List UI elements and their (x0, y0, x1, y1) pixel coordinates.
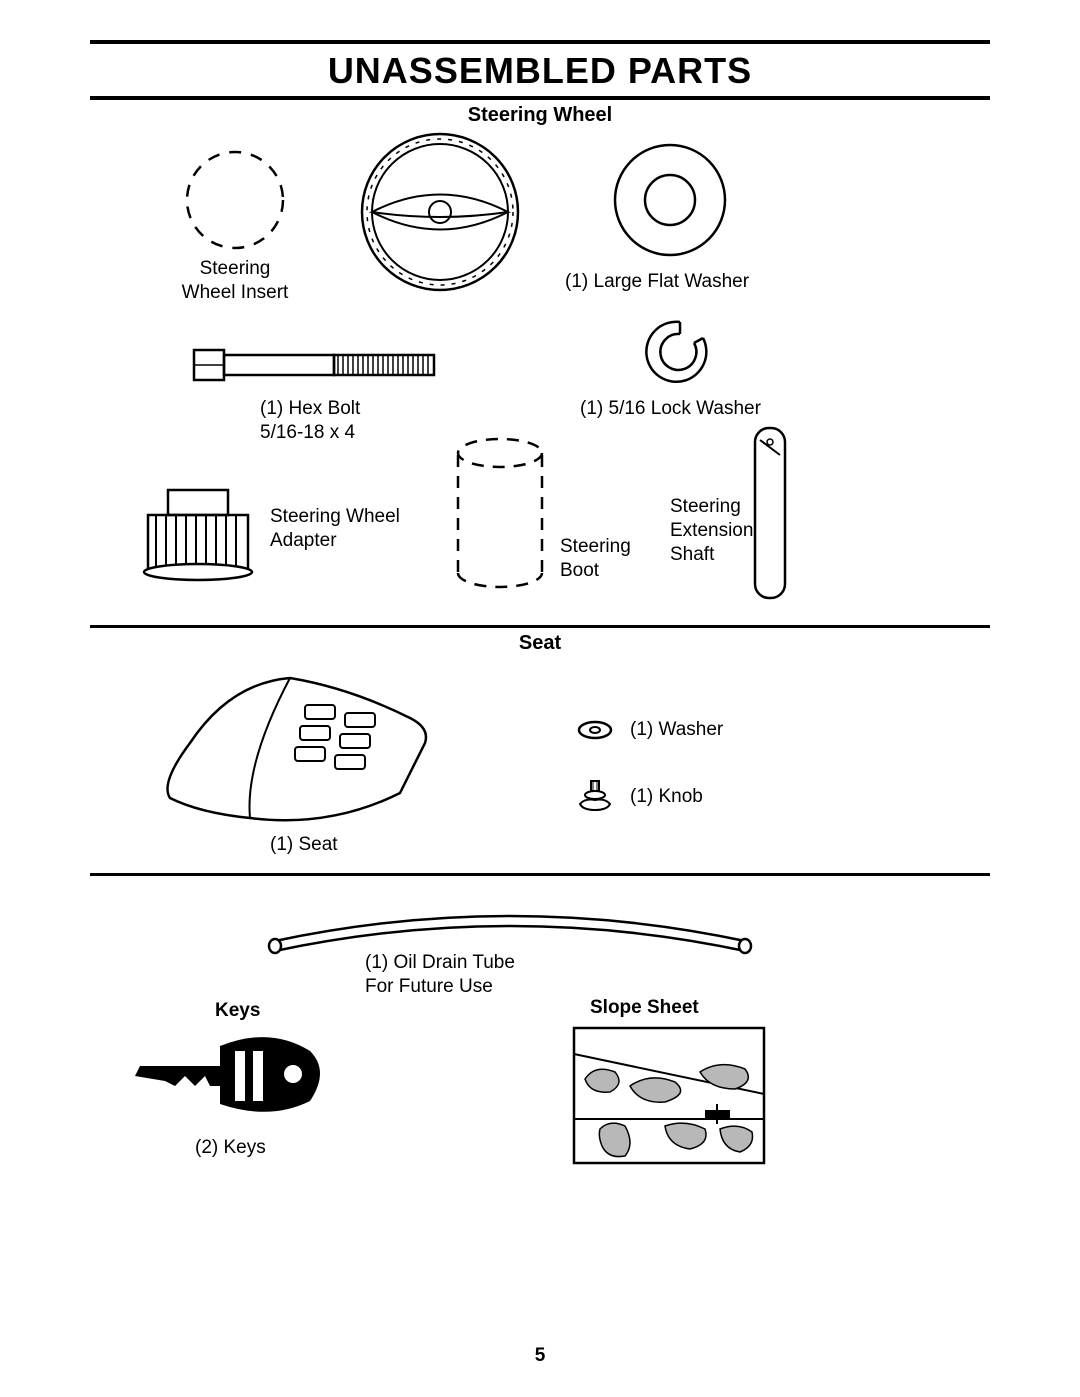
knob-icon (575, 778, 615, 818)
hex-bolt-label-1: (1) Hex Bolt (260, 397, 360, 421)
oil-tube-area: (1) Oil Drain Tube For Future Use (90, 876, 990, 996)
adapter-icon (138, 480, 258, 590)
page-number: 5 (0, 1345, 1080, 1367)
key-icon (125, 1026, 335, 1126)
page-container: UNASSEMBLED PARTS Steering Wheel Steerin… (0, 0, 1080, 1216)
knob-label: (1) Knob (630, 785, 703, 809)
small-washer-icon (575, 718, 615, 742)
lock-washer-icon (635, 310, 725, 400)
section-title-steering: Steering Wheel (90, 100, 990, 135)
section-title-seat: Seat (90, 628, 990, 663)
section-title-slope: Slope Sheet (590, 996, 699, 1020)
slope-sheet-icon (570, 1024, 770, 1169)
page-title: UNASSEMBLED PARTS (90, 44, 990, 96)
steering-insert-icon (170, 145, 300, 275)
steering-insert-label: Steering Wheel Insert (160, 257, 310, 305)
hex-bolt-icon (190, 335, 450, 395)
keys-label: (2) Keys (195, 1136, 266, 1160)
seat-label: (1) Seat (270, 833, 338, 857)
flat-washer-label: (1) Large Flat Washer (565, 270, 749, 294)
steering-boot-icon (440, 433, 560, 603)
hex-bolt-label: (1) Hex Bolt 5/16-18 x 4 (260, 397, 360, 445)
oil-tube-label: (1) Oil Drain Tube For Future Use (365, 951, 515, 999)
adapter-label: Steering Wheel Adapter (270, 505, 400, 553)
ext-shaft-label-text: Steering Extension Shaft (670, 496, 753, 565)
ext-shaft-label: Steering Extension Shaft (670, 495, 753, 566)
hex-bolt-label-2: 5/16-18 x 4 (260, 421, 360, 445)
steering-boot-label-text: Steering Boot (560, 536, 631, 581)
section-title-keys: Keys (215, 999, 260, 1023)
steering-wheel-icon (345, 127, 535, 317)
oil-tube-label-2: For Future Use (365, 975, 515, 999)
lock-washer-label: (1) 5/16 Lock Washer (580, 397, 761, 421)
seat-icon (150, 663, 450, 843)
steering-insert-label-text: Steering Wheel Insert (182, 258, 289, 303)
flat-washer-icon (600, 135, 740, 275)
oil-tube-label-1: (1) Oil Drain Tube (365, 951, 515, 975)
steering-wheel-area: Steering Wheel Insert (1) Large Flat Was… (90, 135, 990, 625)
seat-area: (1) Seat (1) Washer (1) Knob (90, 663, 990, 873)
adapter-label-text: Steering Wheel Adapter (270, 506, 400, 551)
small-washer-label: (1) Washer (630, 718, 723, 742)
steering-boot-label: Steering Boot (560, 535, 631, 583)
bottom-row-area: Keys (2) Keys Slope Sheet (90, 996, 990, 1196)
